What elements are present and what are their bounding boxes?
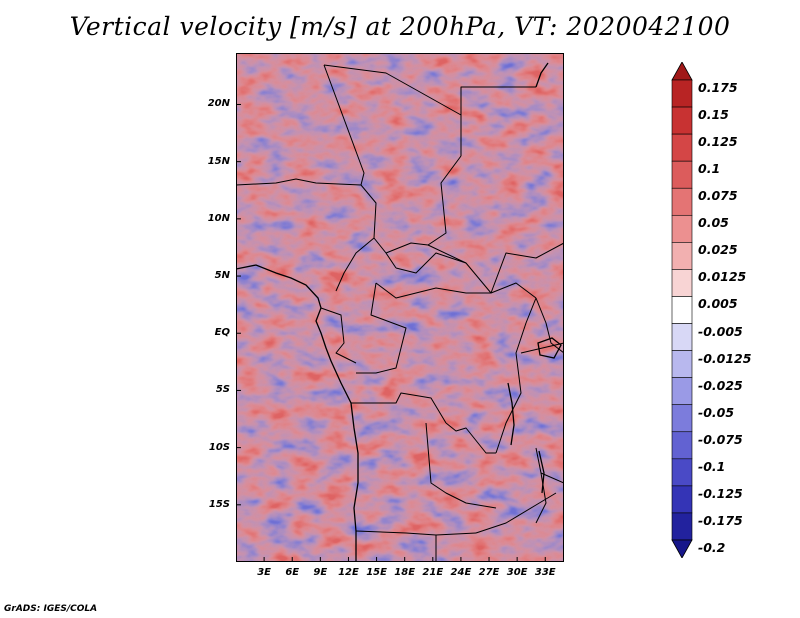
colorbar-level-label: 0.175	[698, 80, 738, 95]
border-congo-gabon	[320, 307, 357, 364]
colorbar-level-label: 0.125	[698, 134, 738, 150]
lon-label: 27E	[478, 567, 500, 578]
colorbar-level-label: 0.005	[698, 296, 738, 312]
border-angola-north	[351, 392, 447, 424]
border-mozambique	[540, 472, 565, 484]
map-frame	[236, 53, 564, 562]
lat-label: 5S	[215, 384, 230, 396]
border-libya-chad	[323, 64, 462, 156]
colorbar-box	[671, 133, 693, 162]
border-niger-nigeria	[235, 178, 362, 186]
colorbar-box	[671, 160, 693, 189]
border-drc-east	[495, 297, 537, 454]
lon-label: 24E	[450, 567, 472, 578]
colorbar-level-label: -0.125	[698, 485, 743, 501]
grads-credit: GrADS: IGES/COLA	[4, 604, 98, 614]
lon-label: 18E	[394, 567, 416, 578]
colorbar-box	[671, 79, 693, 108]
colorbar-box	[671, 404, 693, 433]
lon-label: 12E	[338, 567, 359, 578]
colorbar-box	[671, 431, 693, 460]
west-africa-coast	[235, 264, 359, 562]
colorbar-box	[671, 512, 693, 541]
lake-victoria	[537, 337, 562, 359]
colorbar-level-label: -0.175	[698, 512, 743, 528]
border-uganda-kenya	[535, 297, 565, 354]
red-sea-coast	[535, 62, 549, 88]
lat-label: 20N	[207, 98, 230, 110]
border-egypt-sudan	[460, 86, 536, 115]
vertical-velocity-field	[236, 53, 564, 562]
lat-label: 10N	[207, 212, 230, 224]
colorbar-top-arrow	[671, 62, 693, 81]
colorbar-box	[671, 323, 693, 351]
colorbar-level-label: 0.05	[698, 215, 729, 231]
lat-label: 15S	[208, 498, 230, 510]
border-angola-namibia	[355, 530, 477, 536]
border-angola-east	[425, 422, 497, 509]
lake-tanganyika	[507, 382, 515, 446]
colorbar-level-label: -0.005	[698, 323, 743, 339]
colorbar-level-label: 0.15	[698, 107, 729, 123]
border-chad-sudan	[427, 155, 462, 246]
border-chad-niger	[323, 64, 365, 186]
lon-label: 15E	[366, 567, 387, 578]
border-zambia-zimbabwe	[475, 492, 557, 534]
colorbar	[671, 62, 693, 558]
colorbar-level-label: 0.1	[698, 161, 721, 177]
lon-label: 3E	[257, 567, 271, 578]
border-congo-drc	[356, 282, 407, 374]
border-sudan-south	[490, 242, 565, 294]
lat-label: 10S	[208, 441, 230, 453]
colorbar-level-label: -0.025	[698, 377, 743, 393]
lon-label: 9E	[313, 567, 328, 578]
colorbar-level-label: -0.05	[698, 404, 735, 420]
colorbar-bottom-arrow	[671, 539, 693, 558]
map-panel	[235, 53, 565, 562]
colorbar-box	[671, 350, 693, 378]
colorbar-box	[671, 106, 693, 135]
lake-malawi	[538, 450, 545, 494]
border-nigeria-cameroon	[335, 237, 375, 292]
colorbar-level-label: -0.0125	[698, 350, 752, 366]
coastlines	[235, 62, 562, 562]
colorbar-box	[671, 485, 693, 514]
colorbar-level-label: -0.075	[698, 431, 743, 447]
colorbar-level-label: -0.1	[698, 458, 726, 474]
plot-title: Vertical velocity [m/s] at 200hPa, VT: 2…	[69, 12, 731, 41]
lon-label: 21E	[422, 567, 444, 578]
colorbar-level-label: 0.025	[698, 242, 738, 258]
colorbar-box	[671, 187, 693, 216]
colorbar-box	[671, 458, 693, 487]
colorbar-box	[671, 296, 693, 324]
lon-label: 6E	[285, 567, 300, 578]
lon-label: 33E	[534, 567, 556, 578]
colorbar-box	[671, 377, 693, 406]
colorbar-level-label: -0.2	[698, 540, 726, 555]
colorbar-boxes	[671, 62, 693, 558]
border-angola-drc-south	[445, 422, 496, 454]
colorbar-level-label: 0.075	[698, 188, 738, 204]
lat-label: 5N	[214, 270, 230, 282]
border-malawi	[535, 447, 547, 524]
velocity-field-map	[235, 53, 565, 562]
border-tanzania-north	[520, 342, 565, 354]
country-borders	[235, 64, 565, 562]
lon-label: 30E	[506, 567, 528, 578]
colorbar-box	[671, 269, 693, 297]
border-chad-car	[385, 242, 467, 264]
lat-label: EQ	[214, 327, 230, 339]
colorbar-box	[671, 242, 693, 270]
colorbar-box	[671, 214, 693, 243]
border-drc-north	[375, 282, 491, 299]
lat-label: 15N	[207, 155, 230, 167]
colorbar-level-label: 0.0125	[698, 269, 747, 285]
